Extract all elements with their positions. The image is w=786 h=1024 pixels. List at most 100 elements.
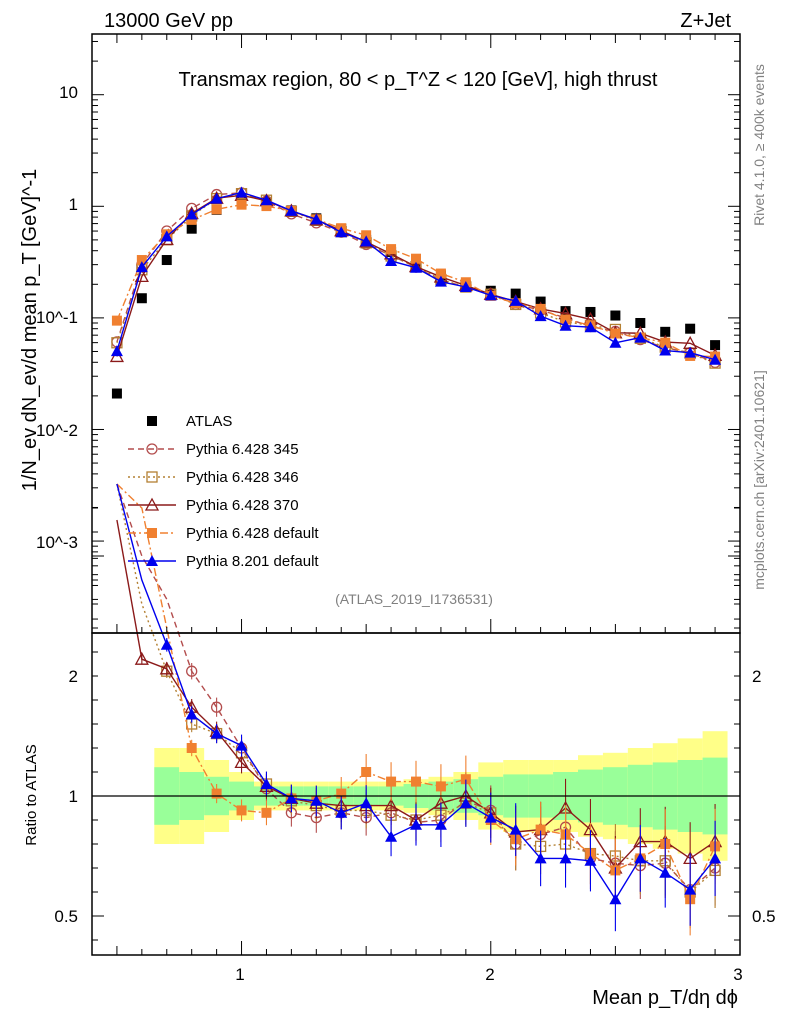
- point-pythia-8-201-default: [410, 261, 422, 273]
- point-atlas: [136, 293, 147, 304]
- point-pythia-8-201-default: [659, 344, 672, 356]
- ratio-point-pythia-8-201-default: [534, 852, 547, 864]
- analysis-watermark: (ATLAS_2019_I1736531): [335, 591, 493, 607]
- point-atlas: [660, 326, 671, 337]
- point-pythia-6-428-default: [560, 314, 571, 325]
- point-pythia-6-428-default: [361, 230, 372, 241]
- point-pythia-6-428-default: [211, 204, 222, 215]
- point-pythia-8-201-default: [709, 353, 722, 365]
- header-right: Z+Jet: [680, 10, 731, 32]
- ratio-point-pythia-8-201-default: [684, 883, 697, 895]
- point-atlas: [111, 388, 122, 399]
- ratio-series-layer: [116, 483, 723, 936]
- point-pythia-8-201-default: [484, 289, 497, 301]
- ratio-tick-label-0.5: 0.5: [54, 907, 78, 926]
- point-atlas: [186, 223, 197, 234]
- ratio-point-pythia-6-428-370: [134, 651, 149, 665]
- point-pythia-8-201-default: [459, 280, 472, 292]
- point-pythia-8-201-default: [285, 204, 298, 216]
- ratio-point-pythia-8-201-default: [235, 739, 248, 751]
- point-pythia-8-201-default: [434, 275, 447, 287]
- point-pythia-6-428-default: [435, 268, 446, 279]
- x-tick-label-1: 1: [235, 965, 244, 984]
- ratio-point-pythia-6-428-345: [210, 701, 223, 713]
- header-left: 13000 GeV pp: [104, 10, 233, 32]
- ratio-axis-label: Ratio to ATLAS: [23, 744, 40, 845]
- point-pythia-6-428-default: [186, 214, 197, 225]
- y-tick-label-1e-3: 10^-3: [36, 533, 78, 552]
- point-pythia-8-201-default: [310, 213, 323, 225]
- ratio-point-pythia-6-428-default: [386, 776, 397, 787]
- ratio-point-pythia-6-428-370: [159, 661, 174, 675]
- ratio-point-pythia-8-201-default: [434, 818, 447, 830]
- ratio-point-pythia-8-201-default: [160, 638, 173, 650]
- point-pythia-8-201-default: [559, 319, 572, 331]
- ratio-tick-label-right-2: 2: [752, 667, 761, 686]
- y-tick-label-1e-2: 10^-2: [36, 421, 78, 440]
- ratio-point-pythia-6-428-default: [336, 788, 347, 799]
- point-pythia-6-428-default: [236, 199, 247, 210]
- ratio-point-pythia-8-201-default: [335, 806, 348, 818]
- ratio-point-pythia-8-201-default: [210, 727, 223, 739]
- ratio-point-pythia-8-201-default: [360, 797, 373, 809]
- x-tick-label-2: 2: [485, 965, 494, 984]
- point-atlas: [635, 317, 646, 328]
- point-pythia-6-428-default: [261, 201, 272, 212]
- legend-marker-pythia-6-428-default: [147, 528, 157, 538]
- y-tick-label-1: 1: [69, 195, 78, 214]
- point-pythia-6-428-default: [535, 303, 546, 314]
- ratio-point-pythia-6-428-default: [411, 776, 421, 787]
- point-pythia-8-201-default: [684, 346, 697, 358]
- legend-label-p370: Pythia 6.428 370: [186, 497, 299, 514]
- chart-title: Transmax region, 80 < p_T^Z < 120 [GeV],…: [179, 69, 658, 91]
- ratio-point-pythia-6-428-default: [211, 788, 222, 799]
- line-pythia-6-428-default: [116, 203, 716, 358]
- point-pythia-8-201-default: [509, 294, 522, 306]
- side-label-mcplots: mcplots.cern.ch [arXiv:2401.10621]: [751, 370, 767, 589]
- ratio-point-pythia-8-201-default: [459, 797, 472, 809]
- point-pythia-8-201-default: [609, 336, 622, 348]
- ratio-point-pythia-8-201-default: [609, 893, 622, 905]
- line-pythia-6-428-346: [116, 192, 716, 364]
- legend-label-p6default: Pythia 6.428 default: [186, 525, 319, 542]
- ratio-point-pythia-8-201-default: [310, 794, 323, 806]
- point-pythia-8-201-default: [210, 192, 223, 204]
- y-tick-label-10: 10: [59, 83, 78, 102]
- axis-ticks: [91, 34, 741, 955]
- ratio-point-pythia-6-428-345: [186, 665, 198, 677]
- point-pythia-8-201-default: [260, 194, 273, 206]
- point-pythia-6-428-default: [111, 315, 122, 326]
- main-series-layer: [109, 186, 723, 399]
- ratio-point-pythia-8-201-default: [484, 811, 497, 823]
- x-axis-label: Mean p_T/dη dϕ: [592, 987, 738, 1009]
- ratio-point-pythia-8-201-default: [385, 830, 398, 842]
- ratio-point-pythia-8-201-default: [584, 854, 597, 866]
- ratio-tick-label-1: 1: [69, 787, 78, 806]
- ratio-point-pythia-8-201-default: [260, 778, 273, 789]
- legend-marker-pythia-6-428-346: [146, 471, 158, 483]
- legend-marker-pythia-6-428-370: [144, 497, 160, 511]
- ratio-point-pythia-8-201-default: [659, 866, 672, 878]
- ratio-point-pythia-6-428-default: [236, 805, 247, 816]
- point-pythia-8-201-default: [534, 310, 547, 322]
- point-atlas: [610, 310, 621, 321]
- ratio-point-pythia-6-428-default: [535, 824, 546, 835]
- point-atlas: [510, 288, 521, 299]
- point-pythia-8-201-default: [385, 254, 398, 266]
- point-atlas: [560, 306, 571, 317]
- ratio-point-pythia-8-201-default: [559, 852, 572, 864]
- x-tick-label-3: 3: [733, 965, 742, 984]
- ratio-point-pythia-6-428-default: [435, 781, 446, 792]
- point-pythia-8-201-default: [584, 321, 597, 333]
- point-atlas: [161, 255, 172, 266]
- point-pythia-6-428-default: [610, 328, 621, 339]
- line-pythia-6-428-345: [116, 192, 716, 364]
- point-atlas: [685, 323, 696, 334]
- legend-label-p8default: Pythia 8.201 default: [186, 553, 319, 570]
- legend-label-p346: Pythia 6.428 346: [186, 469, 299, 486]
- point-pythia-8-201-default: [185, 208, 198, 220]
- ratio-point-pythia-6-428-default: [261, 807, 272, 818]
- point-pythia-6-428-default: [386, 244, 397, 255]
- legend-marker-atlas: [147, 416, 157, 426]
